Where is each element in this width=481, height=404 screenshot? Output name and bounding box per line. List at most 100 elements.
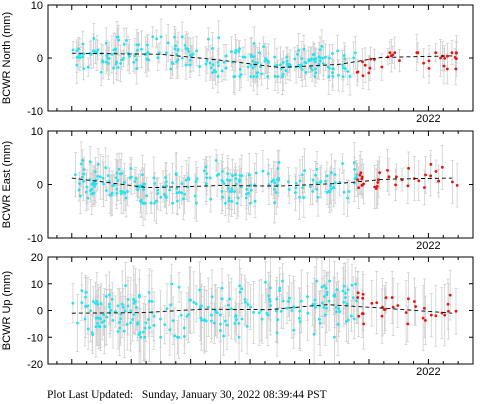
data-point bbox=[108, 180, 111, 183]
data-point bbox=[103, 325, 107, 328]
data-point bbox=[185, 315, 189, 318]
recent-data-point bbox=[455, 51, 458, 55]
data-point bbox=[238, 47, 241, 51]
data-point bbox=[81, 42, 85, 46]
data-point bbox=[249, 63, 253, 67]
data-point bbox=[171, 62, 175, 66]
recent-data-point bbox=[439, 56, 442, 60]
data-point bbox=[209, 66, 213, 70]
recent-data-point bbox=[361, 296, 365, 300]
data-point bbox=[208, 176, 212, 180]
recent-data-point bbox=[359, 171, 363, 175]
data-point bbox=[86, 327, 90, 331]
data-point bbox=[313, 75, 317, 78]
data-point bbox=[298, 309, 302, 313]
recent-data-point bbox=[360, 177, 364, 181]
data-point bbox=[234, 182, 238, 186]
panel-2: -10 0 10 2022 BCWR East (mm) bbox=[1, 126, 474, 252]
recent-data-point bbox=[443, 313, 447, 317]
data-point bbox=[311, 53, 315, 57]
data-point bbox=[164, 184, 168, 188]
data-point bbox=[325, 191, 329, 194]
data-point bbox=[91, 49, 95, 53]
data-point bbox=[91, 300, 95, 303]
data-point bbox=[89, 52, 93, 56]
data-point bbox=[353, 51, 357, 55]
data-point bbox=[113, 310, 117, 313]
data-point bbox=[132, 313, 136, 317]
recent-data-point bbox=[445, 67, 449, 71]
data-point bbox=[294, 186, 298, 190]
data-point bbox=[288, 296, 291, 300]
data-point bbox=[96, 174, 100, 178]
panel-3: -20 -10 0 10 20 2022 BCWR Up (mm) bbox=[1, 252, 474, 378]
recent-data-point bbox=[388, 51, 392, 55]
data-point bbox=[202, 318, 206, 322]
data-point bbox=[313, 298, 317, 302]
data-point bbox=[102, 313, 105, 317]
data-point bbox=[124, 39, 128, 42]
data-point bbox=[115, 171, 119, 175]
data-point bbox=[325, 174, 329, 178]
data-point bbox=[115, 35, 119, 39]
data-point bbox=[126, 304, 130, 308]
data-point bbox=[129, 175, 133, 179]
recent-data-point bbox=[394, 183, 397, 187]
data-point bbox=[238, 290, 242, 294]
data-point bbox=[216, 75, 220, 78]
data-point bbox=[205, 176, 209, 180]
data-point bbox=[315, 279, 319, 283]
recent-data-point bbox=[454, 67, 458, 71]
data-point bbox=[135, 48, 139, 52]
y-tick-label: -10 bbox=[27, 332, 43, 344]
data-point bbox=[93, 170, 97, 174]
data-point bbox=[331, 52, 334, 55]
data-point bbox=[301, 173, 304, 177]
data-point bbox=[331, 67, 335, 71]
data-point bbox=[230, 199, 234, 203]
data-point bbox=[111, 318, 115, 322]
data-point bbox=[183, 192, 187, 196]
y-axis-label: BCWR East (mm) bbox=[1, 141, 13, 228]
data-point bbox=[277, 179, 281, 182]
data-point bbox=[204, 62, 208, 66]
data-point bbox=[104, 60, 108, 64]
data-point bbox=[246, 65, 250, 69]
recent-data-point bbox=[376, 178, 380, 181]
recent-data-point bbox=[417, 179, 421, 183]
data-point bbox=[342, 54, 346, 57]
data-point bbox=[115, 187, 119, 191]
data-point bbox=[78, 182, 81, 185]
recent-data-point bbox=[360, 183, 364, 187]
data-point bbox=[241, 55, 245, 59]
data-point bbox=[143, 326, 147, 330]
data-point bbox=[262, 45, 265, 49]
data-point bbox=[156, 188, 160, 192]
recent-data-point bbox=[367, 71, 371, 75]
data-point bbox=[342, 300, 346, 304]
data-point bbox=[152, 176, 156, 180]
recent-data-point bbox=[454, 309, 458, 313]
data-point bbox=[294, 181, 298, 185]
data-point bbox=[84, 305, 87, 308]
data-point bbox=[116, 66, 120, 69]
data-point bbox=[298, 316, 301, 320]
data-point bbox=[318, 321, 322, 325]
data-point bbox=[107, 302, 111, 306]
data-point bbox=[97, 325, 101, 328]
data-point bbox=[246, 191, 250, 195]
data-point bbox=[85, 185, 89, 189]
data-point bbox=[184, 178, 188, 182]
data-point bbox=[327, 56, 331, 60]
data-point bbox=[233, 322, 237, 325]
data-point bbox=[297, 49, 301, 52]
recent-data-point bbox=[356, 296, 360, 299]
data-point bbox=[249, 305, 252, 309]
data-point bbox=[268, 299, 272, 303]
data-point bbox=[184, 47, 188, 51]
data-point bbox=[205, 172, 208, 176]
data-point bbox=[267, 183, 271, 186]
recent-data-point bbox=[384, 296, 388, 300]
data-point bbox=[234, 173, 237, 177]
data-point bbox=[84, 290, 88, 294]
